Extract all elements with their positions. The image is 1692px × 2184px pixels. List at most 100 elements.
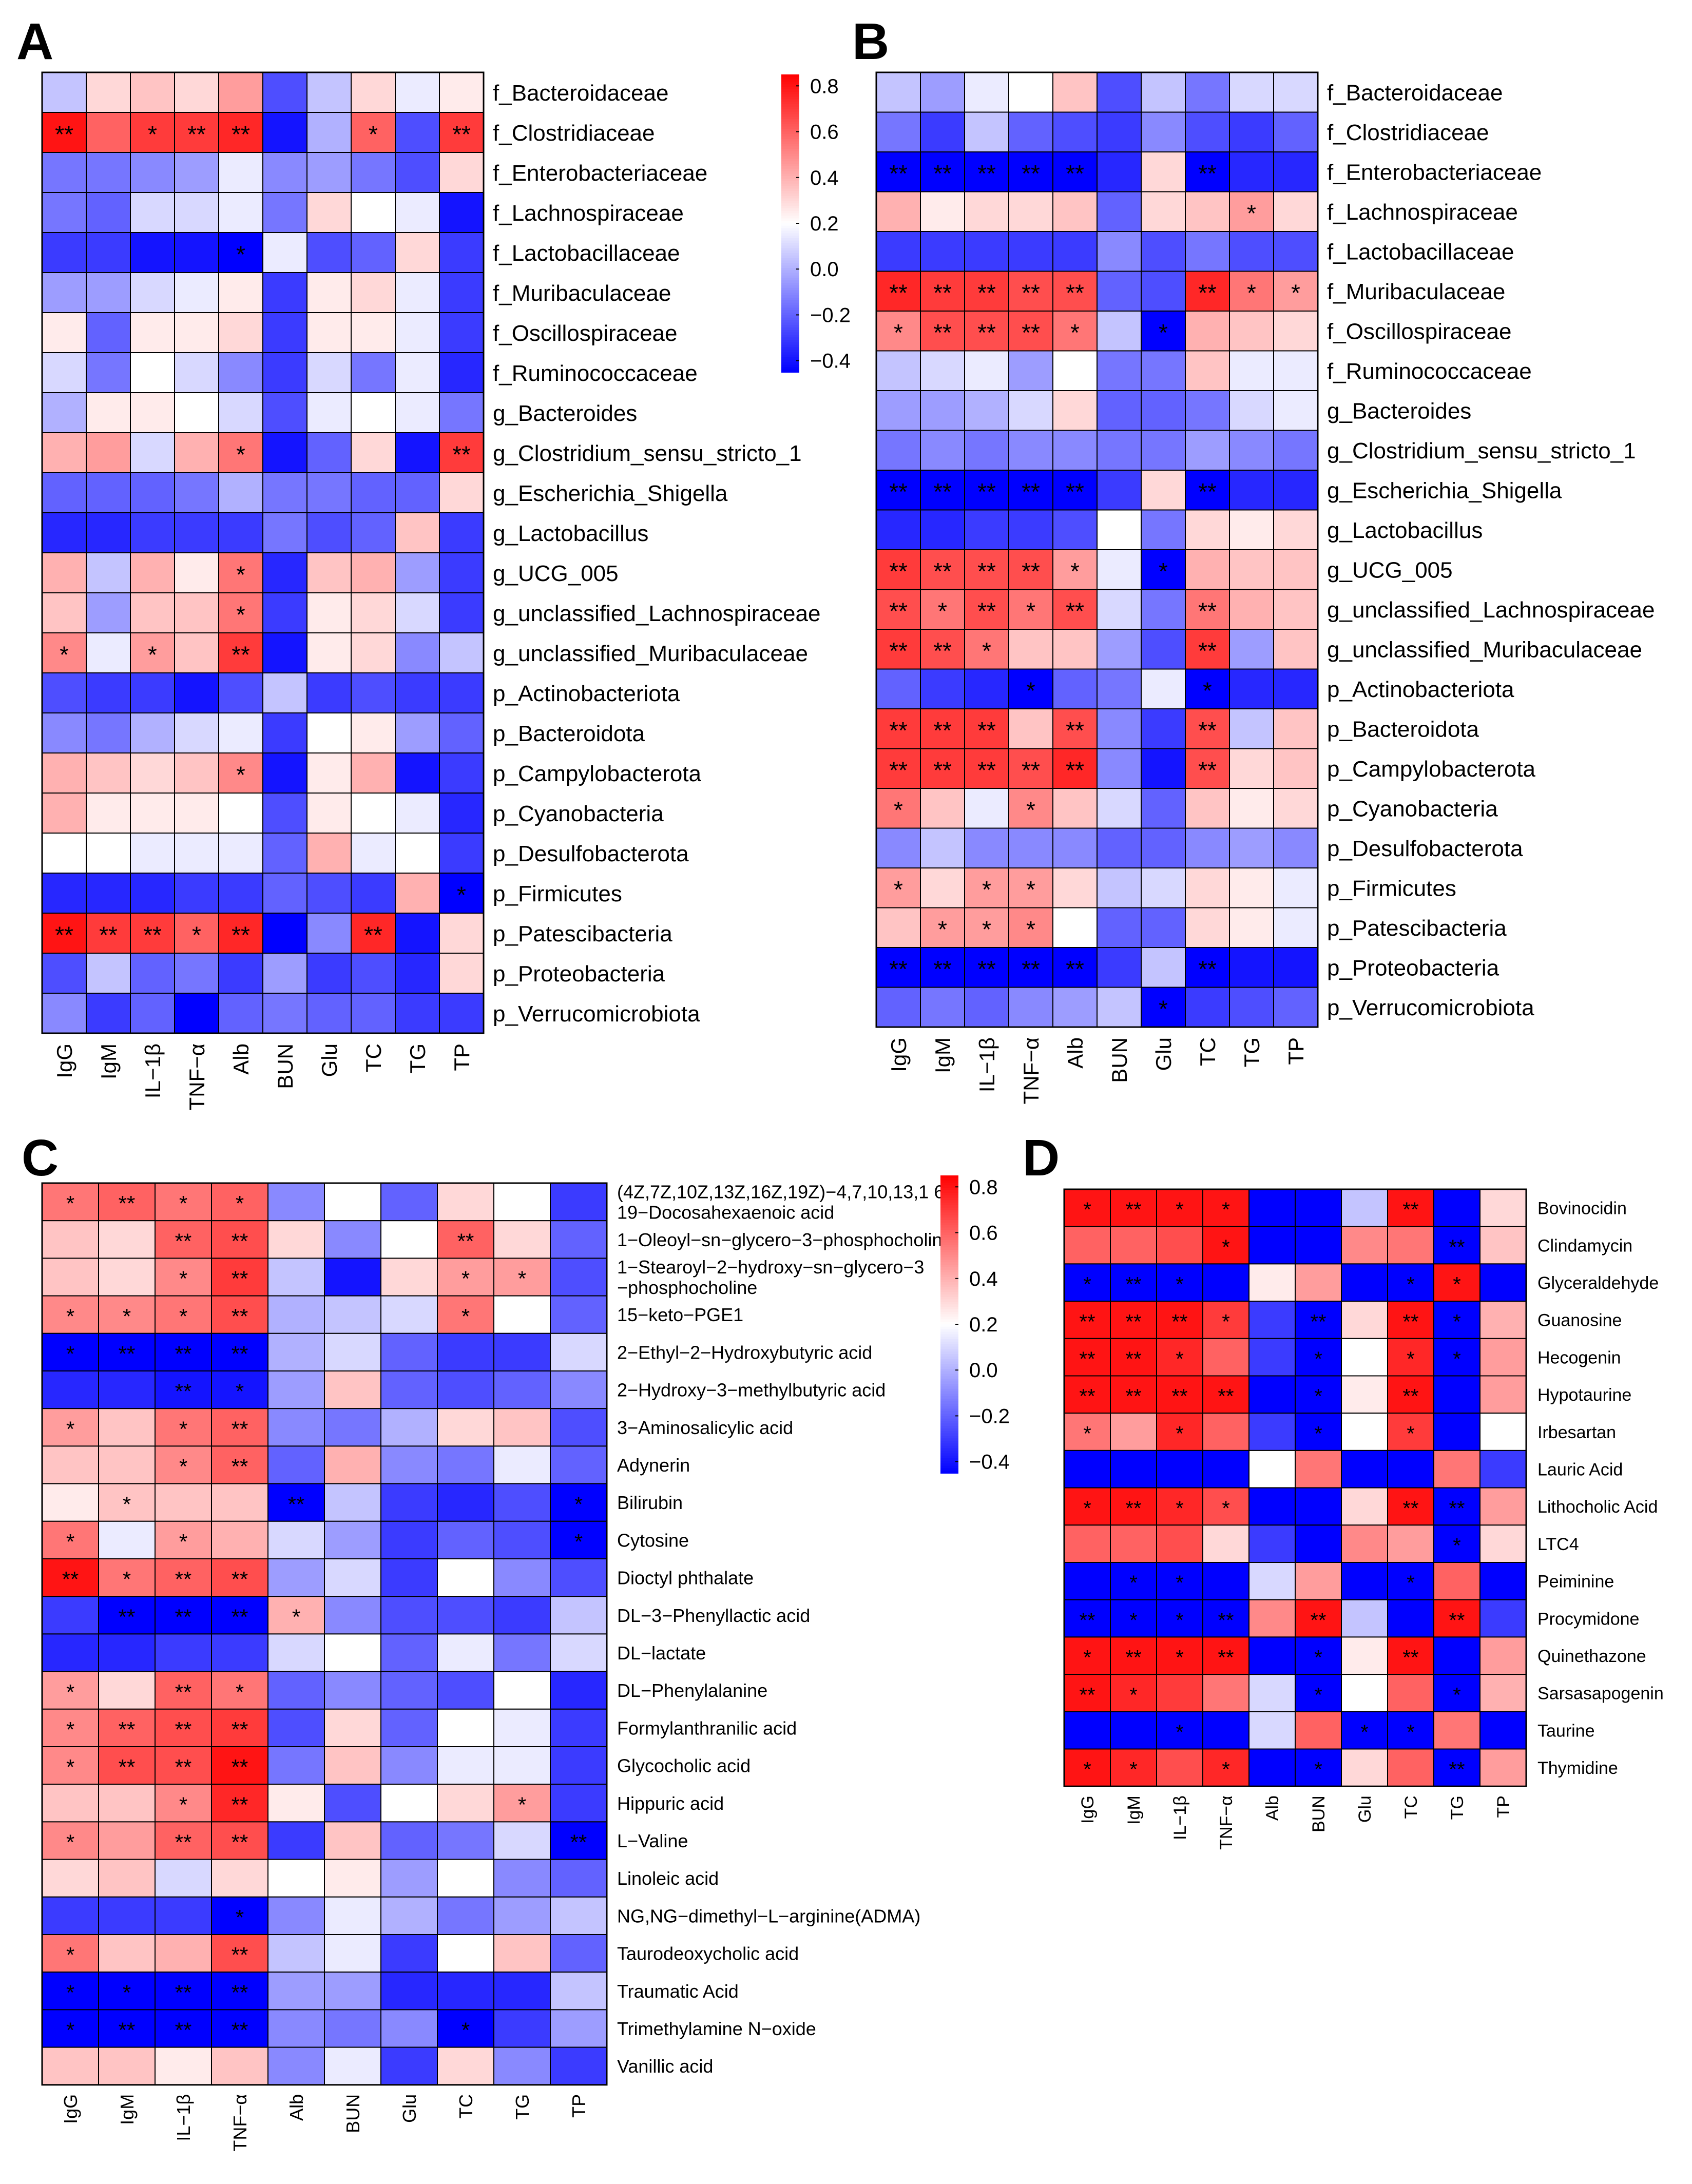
column-label-il-1: IL−1β [975, 1037, 999, 1092]
heatmap-cell [1141, 270, 1186, 312]
heatmap-cell [174, 913, 219, 954]
heatmap-cell [262, 752, 307, 794]
heatmap-cell [1229, 629, 1274, 670]
heatmap-cell [324, 1370, 381, 1409]
legend-swatch [781, 243, 799, 246]
heatmap-cell [876, 151, 921, 192]
heatmap-cell [86, 993, 131, 1034]
heatmap-cell [1341, 1338, 1388, 1377]
row-label-f-bacteroidaceae: f_Bacteroidaceae [1327, 81, 1503, 106]
significance-mark: * [1176, 1721, 1184, 1744]
heatmap-cell [211, 1332, 268, 1372]
heatmap-cell [174, 833, 219, 874]
heatmap-cell [1229, 231, 1274, 272]
heatmap-cell [493, 1332, 551, 1372]
heatmap-cell [493, 1708, 551, 1748]
heatmap-cell [174, 312, 219, 353]
heatmap-cell [1202, 1562, 1249, 1600]
significance-mark: * [894, 797, 903, 823]
heatmap-cell [1141, 549, 1186, 590]
significance-mark: * [236, 1680, 244, 1704]
heatmap-cell [1202, 1674, 1249, 1712]
heatmap-cell [42, 1408, 99, 1447]
heatmap-cell [964, 111, 1009, 152]
heatmap-cell [174, 512, 219, 553]
significance-mark: * [148, 641, 157, 668]
heatmap-cell [306, 632, 352, 673]
heatmap-cell [218, 152, 263, 193]
heatmap-cell [1141, 390, 1186, 431]
heatmap-cell [437, 1633, 494, 1672]
heatmap-cell [1064, 1301, 1111, 1339]
heatmap-cell [1008, 549, 1053, 590]
row-label-trimethylamine-n-oxide: Trimethylamine N−oxide [617, 2018, 816, 2039]
legend-swatch [781, 255, 799, 259]
heatmap-cell [1110, 1562, 1157, 1600]
heatmap-cell [1341, 1748, 1388, 1787]
legend-swatch [781, 117, 799, 120]
heatmap-cell [1052, 589, 1098, 630]
significance-mark: ** [1218, 1609, 1234, 1632]
heatmap-cell [550, 1972, 607, 2011]
heatmap-cell [380, 1746, 438, 1785]
heatmap-cell [493, 1408, 551, 1447]
heatmap-cell [324, 1483, 381, 1522]
heatmap-cell [218, 312, 263, 353]
heatmap-cell [1008, 191, 1053, 232]
heatmap-cell [964, 827, 1009, 868]
significance-mark: * [66, 1304, 74, 1328]
row-label-g-unclassified-muribaculaceae: g_unclassified_Muribaculaceae [1327, 637, 1642, 663]
significance-mark: * [66, 1342, 74, 1366]
significance-mark: ** [977, 319, 996, 346]
heatmap-cell [130, 232, 175, 273]
legend-swatch [940, 1192, 958, 1196]
heatmap-cell [437, 1671, 494, 1710]
heatmap-cell [262, 232, 307, 273]
heatmap-cell [1229, 867, 1274, 909]
heatmap-cell [1248, 1524, 1296, 1563]
legend-swatch [940, 1247, 958, 1250]
heatmap-cell [218, 632, 263, 673]
heatmap-cell [351, 993, 396, 1034]
heatmap-cell [1295, 1375, 1342, 1414]
legend-swatch [781, 253, 799, 256]
row-label-f-clostridiaceae: f_Clostridiaceae [493, 121, 655, 146]
heatmap-cell [437, 1332, 494, 1372]
legend-swatch [781, 290, 799, 294]
heatmap-cell [211, 1708, 268, 1748]
heatmap-cell [351, 953, 396, 994]
column-label-tc: TC [455, 2094, 476, 2119]
heatmap-cell [1141, 668, 1186, 709]
heatmap-cell [1110, 1413, 1157, 1451]
heatmap-cell [262, 712, 307, 753]
heatmap-cell [1295, 1189, 1342, 1227]
heatmap-cell [380, 1972, 438, 2011]
significance-mark: * [894, 876, 903, 903]
heatmap-cell [964, 72, 1009, 113]
heatmap-cell [42, 1445, 99, 1484]
heatmap-cell [876, 748, 921, 789]
legend-swatch [940, 1408, 958, 1412]
heatmap-cell [439, 993, 484, 1034]
heatmap-cell [174, 793, 219, 834]
significance-mark: * [179, 1417, 187, 1441]
row-label-f-ruminococcaceae: f_Ruminococcaceae [493, 361, 698, 386]
significance-mark: * [179, 1530, 187, 1554]
heatmap-cell [1295, 1338, 1342, 1377]
heatmap-cell [306, 873, 352, 914]
row-label-guanosine: Guanosine [1537, 1311, 1622, 1330]
legend-swatch [940, 1326, 958, 1330]
heatmap-cell [42, 392, 87, 433]
heatmap-cell [395, 112, 440, 153]
heatmap-cell [1052, 231, 1098, 272]
significance-mark: * [66, 1417, 74, 1441]
heatmap-cell [550, 1332, 607, 1372]
legend-swatch [781, 121, 799, 125]
heatmap-cell [1479, 1748, 1527, 1787]
significance-mark: * [1453, 1348, 1461, 1370]
significance-mark: ** [1079, 1684, 1095, 1706]
legend-swatch [940, 1403, 958, 1407]
row-label-clindamycin: Clindamycin [1537, 1236, 1632, 1255]
legend-swatch [940, 1260, 958, 1263]
legend-swatch [940, 1200, 958, 1204]
